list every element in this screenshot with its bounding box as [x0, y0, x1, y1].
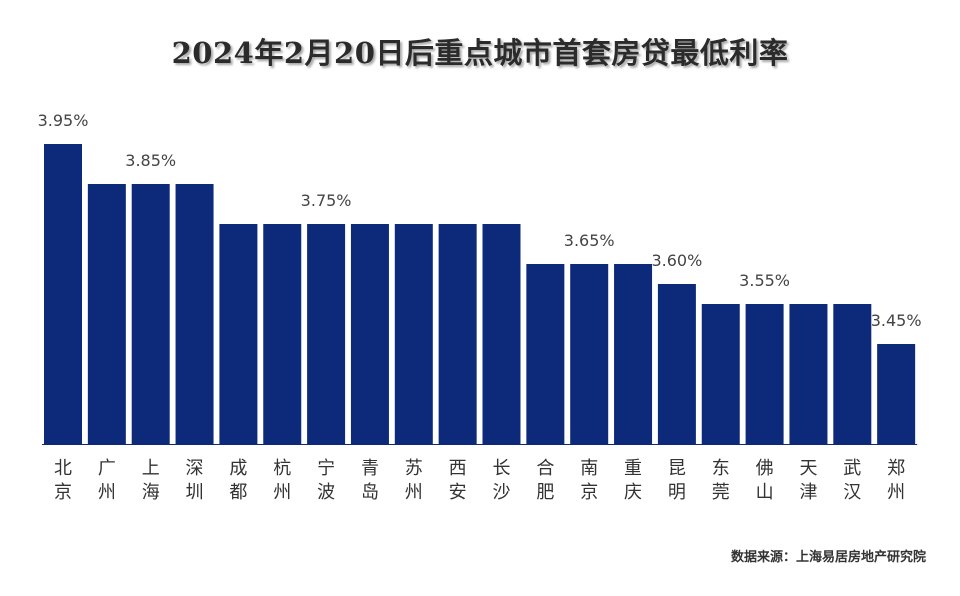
bar-4: [175, 184, 214, 444]
category-label-1-char-2: 京: [54, 482, 72, 503]
bar-10: [438, 224, 477, 444]
data-label-3: 3.85%: [125, 151, 176, 170]
bar-1: [44, 144, 82, 444]
bar-19: [833, 304, 872, 444]
data-label-7: 3.75%: [301, 191, 352, 210]
bar-15: [657, 284, 696, 444]
data-label-15: 3.60%: [651, 251, 702, 270]
category-label-16-char-2: 莞: [712, 482, 730, 503]
bar-16: [701, 304, 740, 444]
category-label-9-char-1: 苏: [405, 458, 423, 479]
category-label-17-char-2: 山: [756, 482, 774, 503]
data-label-13: 3.65%: [564, 231, 615, 250]
bar-20: [877, 344, 916, 444]
category-label-13-char-1: 南: [580, 458, 598, 479]
bar-12: [526, 264, 565, 444]
category-label-20-char-1: 郑: [887, 458, 905, 479]
category-label-15-char-2: 明: [668, 482, 686, 503]
bar-11: [482, 224, 521, 444]
category-label-6-char-2: 州: [273, 482, 291, 503]
category-label-11-char-2: 沙: [493, 482, 511, 503]
bar-2: [87, 184, 126, 444]
category-label-12-char-1: 合: [536, 458, 554, 479]
bar-8: [350, 224, 389, 444]
category-label-18-char-1: 天: [799, 458, 817, 479]
category-label-10-char-1: 西: [449, 458, 467, 479]
bar-3: [131, 184, 170, 444]
category-label-14-char-2: 庆: [624, 482, 642, 503]
category-label-9-char-2: 州: [405, 482, 423, 503]
category-label-16-char-1: 东: [712, 458, 730, 479]
data-label-1: 3.95%: [38, 111, 89, 130]
category-label-11-char-1: 长: [493, 458, 511, 479]
bar-6: [263, 224, 302, 444]
category-label-19-char-2: 汉: [843, 482, 861, 503]
category-label-20-char-2: 州: [887, 482, 905, 503]
bar-5: [219, 224, 258, 444]
category-label-12-char-2: 肥: [536, 482, 554, 503]
source-note: 数据来源：上海易居房地产研究院: [730, 550, 926, 565]
category-label-13-char-2: 京: [580, 482, 598, 503]
bar-13: [570, 264, 609, 444]
data-label-17: 3.55%: [739, 271, 790, 290]
category-label-14-char-1: 重: [624, 458, 642, 479]
bar-18: [789, 304, 828, 444]
category-label-3-char-1: 上: [142, 458, 160, 479]
category-label-2-char-2: 州: [98, 482, 116, 503]
category-label-17-char-1: 佛: [756, 458, 774, 479]
category-label-2-char-1: 广: [98, 458, 116, 479]
category-label-18-char-2: 津: [799, 482, 817, 503]
category-label-15-char-1: 昆: [668, 458, 686, 479]
category-label-1-char-1: 北: [54, 458, 72, 479]
category-label-4-char-2: 圳: [186, 482, 204, 503]
category-label-8-char-1: 青: [361, 458, 379, 479]
category-label-5-char-2: 都: [229, 482, 247, 503]
category-label-7-char-1: 宁: [317, 458, 335, 479]
category-label-19-char-1: 武: [843, 458, 861, 479]
bar-7: [307, 224, 346, 444]
category-label-8-char-2: 岛: [361, 482, 379, 503]
category-label-7-char-2: 波: [317, 482, 335, 503]
data-label-20: 3.45%: [871, 311, 922, 330]
bar-17: [745, 304, 784, 444]
bar-9: [394, 224, 433, 444]
chart-title: 2024年2月20日后重点城市首套房贷最低利率: [171, 36, 789, 70]
category-label-3-char-2: 海: [142, 482, 160, 503]
category-label-6-char-1: 杭: [273, 458, 291, 479]
category-label-10-char-2: 安: [449, 482, 467, 503]
bar-14: [614, 264, 653, 444]
category-label-4-char-1: 深: [186, 458, 204, 479]
category-label-5-char-1: 成: [229, 458, 247, 479]
